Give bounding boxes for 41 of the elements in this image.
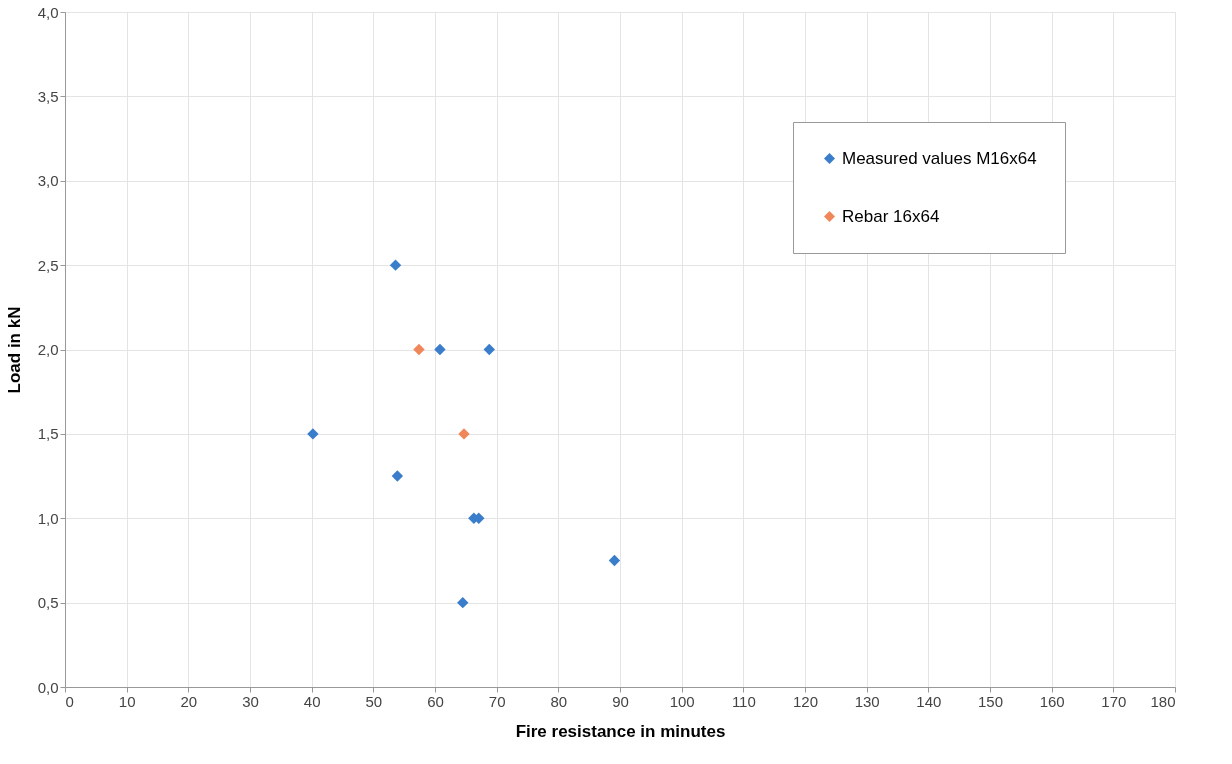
point — [307, 428, 319, 440]
y-axis-title: Load in kN — [4, 306, 24, 394]
point — [391, 470, 404, 482]
y-tick-label: 3,0 — [37, 172, 59, 190]
x-tick-label: 80 — [550, 692, 568, 710]
point — [413, 343, 425, 356]
x-tick-label: 160 — [1039, 692, 1065, 710]
x-tick-label: 140 — [916, 692, 942, 710]
x-tick-label: 90 — [612, 692, 629, 710]
x-tick-label: 10 — [118, 692, 136, 710]
y-tick-label: 0,0 — [37, 678, 59, 696]
x-tick-label: 150 — [977, 692, 1004, 710]
x-tick-label: 130 — [854, 692, 880, 710]
x-tick-label: 50 — [365, 692, 383, 710]
point — [434, 343, 446, 356]
x-tick-label: 30 — [242, 692, 259, 710]
x-tick-label: 20 — [180, 692, 198, 710]
x-tick-label: 40 — [303, 692, 321, 710]
point — [389, 259, 402, 271]
y-tick-label: 2,0 — [37, 341, 59, 358]
x-tick-label: 170 — [1101, 692, 1127, 710]
y-tick-label: 3,5 — [37, 87, 59, 105]
point — [608, 554, 621, 567]
legend-label: Rebar 16x64 — [842, 206, 940, 226]
x-tick-label: 110 — [731, 692, 756, 710]
x-axis-title: Fire resistance in minutes — [515, 721, 726, 741]
x-tick-label: 0 — [65, 692, 74, 710]
x-tick-label: 70 — [488, 692, 506, 710]
legend-label: Measured values M16x64 — [842, 148, 1037, 168]
x-tick-label: 60 — [427, 692, 444, 710]
y-tick-label: 4,0 — [37, 3, 59, 21]
point — [457, 596, 469, 609]
y-tick-label: 1,5 — [37, 425, 59, 443]
y-tick-label: 2,5 — [37, 256, 59, 274]
point — [458, 428, 470, 440]
x-tick-label: 100 — [669, 692, 695, 710]
x-tick-label: 180 — [1150, 692, 1176, 710]
point — [483, 343, 495, 356]
y-tick-label: 0,5 — [37, 594, 59, 612]
x-tick-label: 120 — [792, 692, 819, 710]
y-tick-label: 1,0 — [37, 509, 59, 527]
